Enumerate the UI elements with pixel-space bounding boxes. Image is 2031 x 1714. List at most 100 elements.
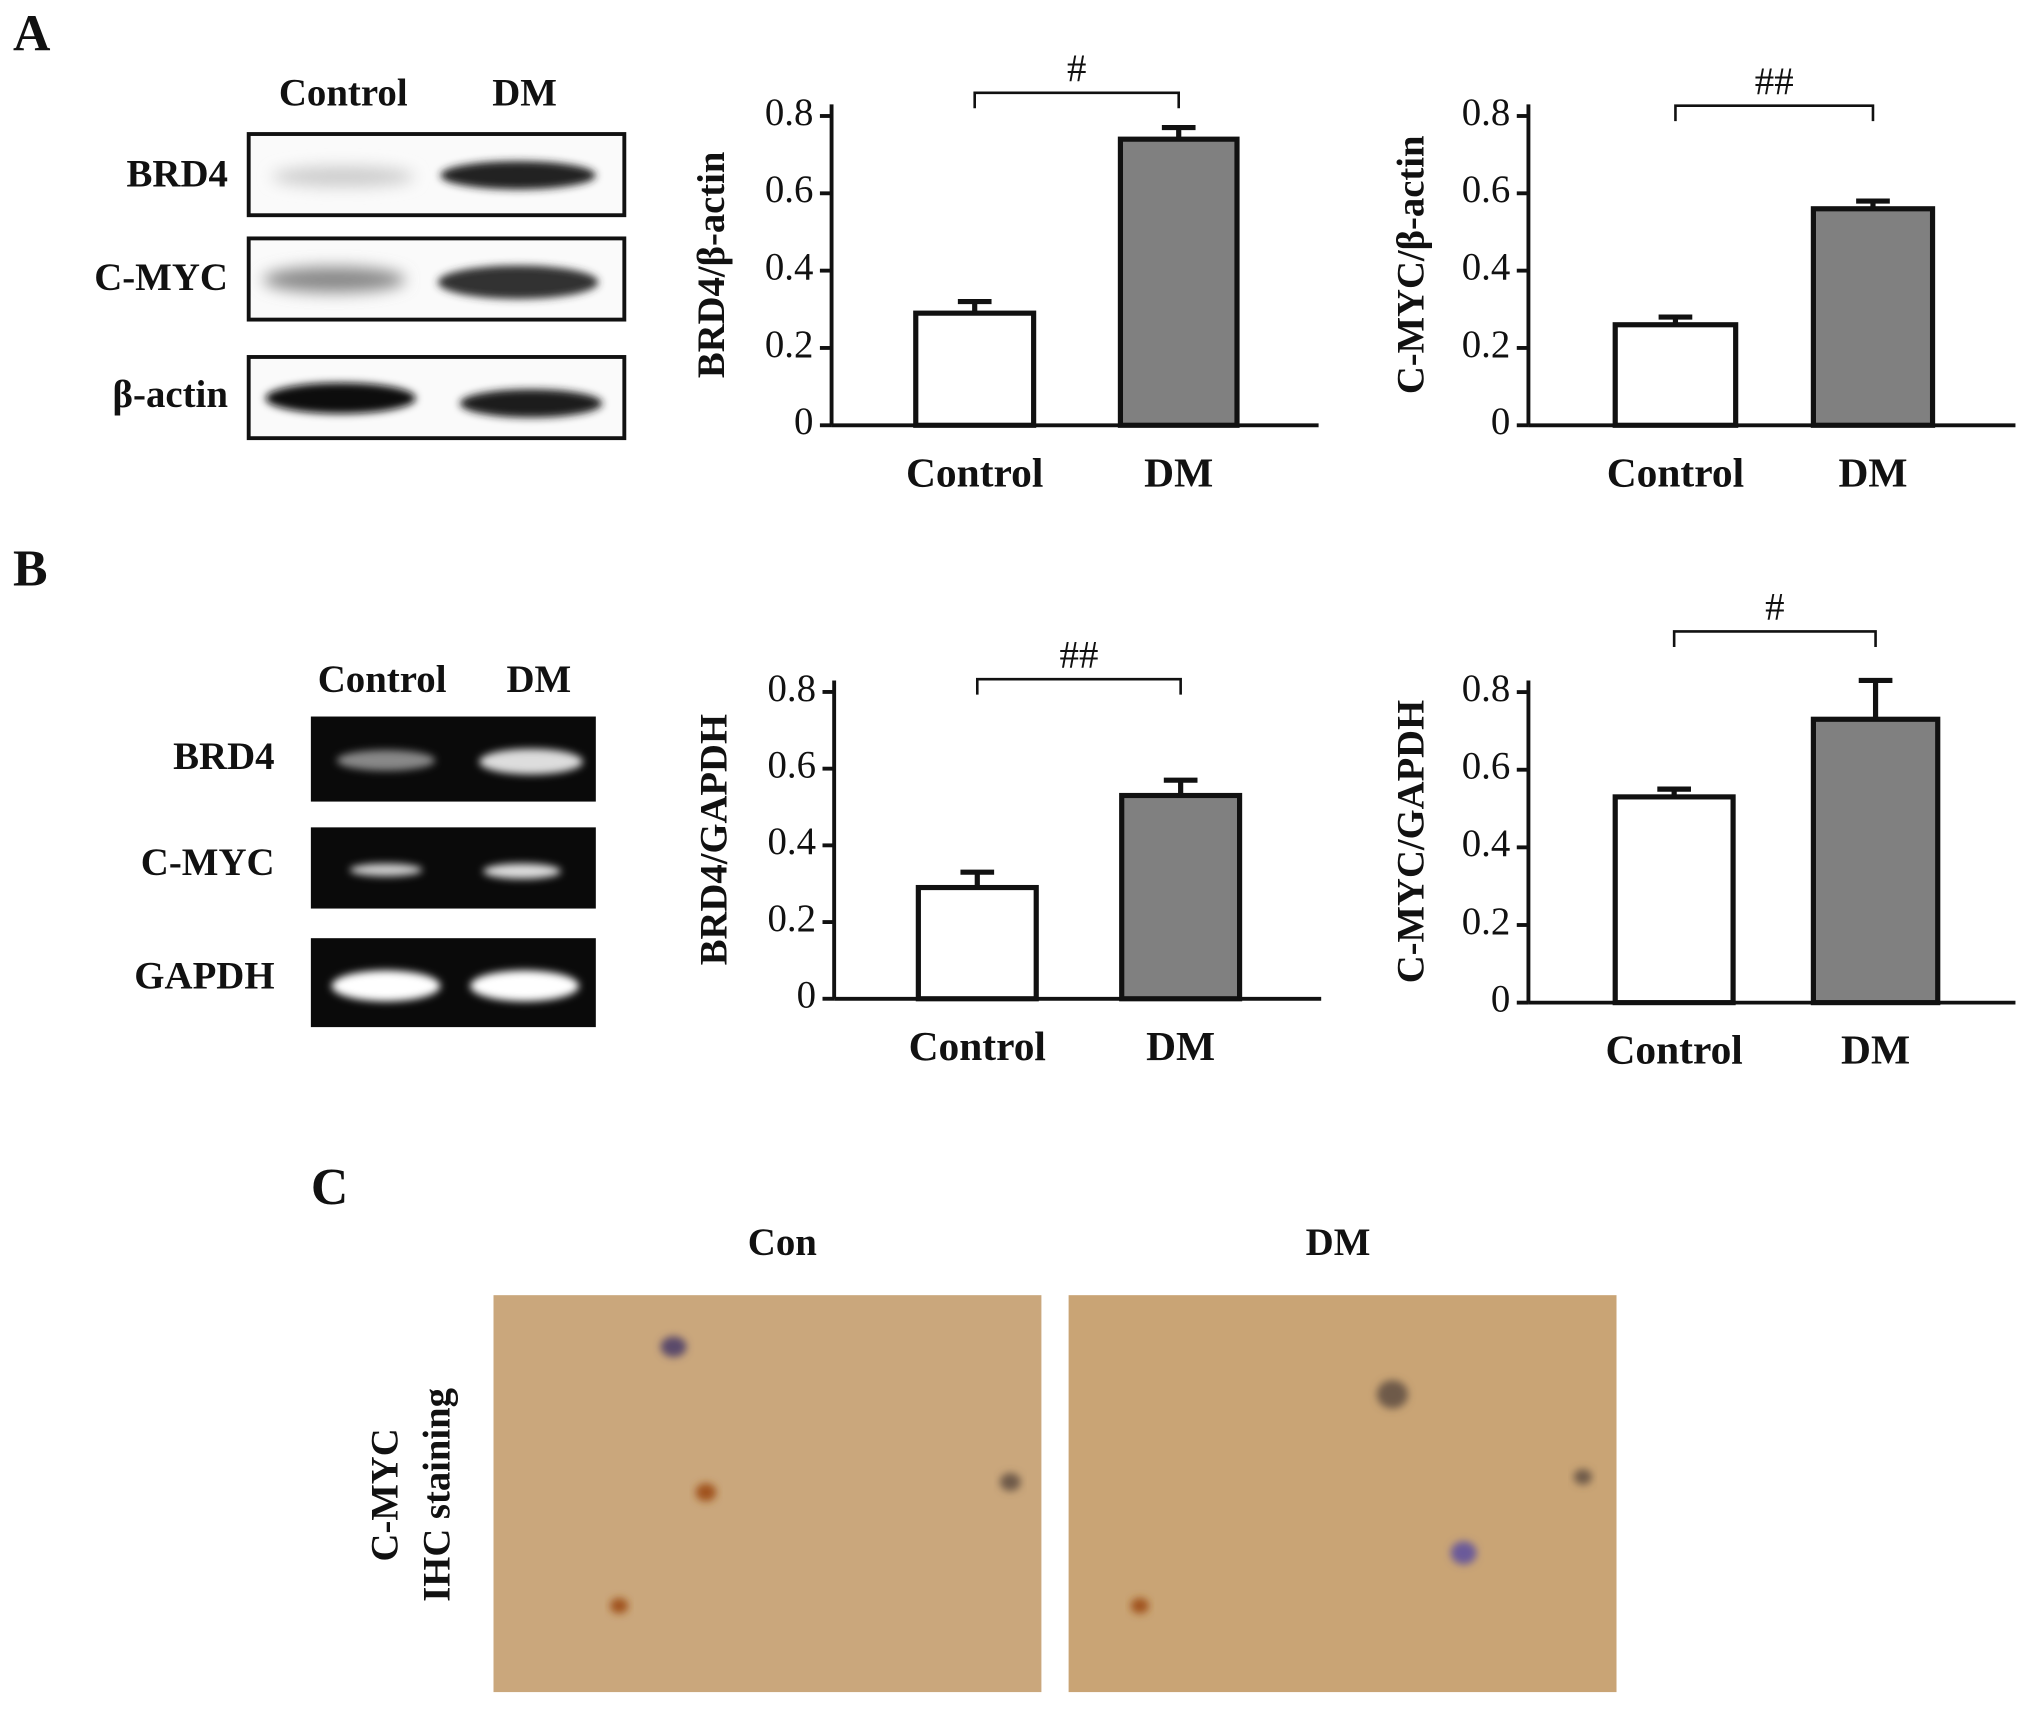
significance-bracket (973, 91, 1181, 109)
y-tick-label: 0 (797, 974, 816, 1017)
ihc-image (493, 1295, 1042, 1693)
error-bar (1163, 777, 1198, 796)
bar (1612, 794, 1736, 1006)
y-tick-label: 0.4 (1462, 246, 1511, 289)
band (272, 166, 415, 187)
panel-letter: B (13, 540, 48, 597)
y-tick-label: 0.8 (767, 667, 816, 710)
y-axis-label: BRD4/β-actin (690, 152, 733, 379)
significance-label: ## (1060, 633, 1099, 676)
row-label: BRD4 (173, 735, 274, 778)
stain-spot (1573, 1469, 1592, 1485)
row-label: GAPDH (134, 954, 274, 997)
stain-spot (1376, 1380, 1408, 1409)
stain-spot (695, 1483, 717, 1502)
y-tick-label: 0.4 (767, 820, 816, 863)
y-tick-label: 0.2 (1462, 900, 1511, 943)
lane-label: DM (492, 72, 557, 115)
y-tick-label: 0.2 (765, 323, 814, 366)
band (331, 970, 441, 1002)
significance-bracket (975, 677, 1182, 695)
significance-label: # (1765, 586, 1784, 629)
x-tick-label: DM (1146, 1023, 1215, 1069)
error-bar (1856, 198, 1890, 209)
western-blot: Control DM BRD4 C-MYC β-actin (94, 72, 627, 441)
y-tick-label: 0 (1491, 400, 1510, 443)
gel: Control DM BRD4 C-MYC GAPDH (134, 658, 596, 1028)
row-label: C-MYC (141, 841, 275, 884)
y-axis-label: C-MYC/β-actin (1389, 136, 1432, 395)
bar (1612, 322, 1739, 428)
stain-spot (660, 1336, 687, 1358)
significance-label: ## (1755, 60, 1794, 103)
band (262, 266, 406, 293)
error-bar (1657, 786, 1691, 797)
column-label: Con (748, 1221, 817, 1264)
row-label: C-MYC (94, 256, 228, 299)
lane-label: Control (318, 658, 447, 701)
lane-label: DM (506, 658, 571, 701)
row-label: C-MYC (363, 1428, 406, 1561)
band (349, 863, 423, 877)
bar (915, 884, 1039, 1002)
error-bar (1858, 677, 1893, 720)
y-tick-label: 0.4 (765, 246, 814, 289)
error-bar (957, 298, 992, 314)
y-tick-label: 0 (1491, 978, 1510, 1021)
y-tick-label: 0.6 (767, 744, 816, 787)
band (479, 748, 583, 775)
bar (1810, 716, 1941, 1006)
stain-spot (999, 1473, 1021, 1492)
ihc-panel: Con DM C-MYC IHC staining (363, 1221, 1617, 1693)
band (437, 265, 599, 299)
stain-spot (610, 1598, 629, 1614)
band (265, 382, 416, 414)
error-bar (960, 869, 995, 888)
band (440, 161, 596, 190)
bar (1119, 792, 1243, 1002)
significance-bracket (1672, 630, 1877, 647)
y-tick-label: 0.6 (1462, 745, 1511, 788)
y-tick-label: 0.8 (765, 91, 814, 134)
band (483, 863, 561, 879)
panel-letter: C (311, 1159, 348, 1216)
y-tick-label: 0.2 (767, 897, 816, 940)
x-tick-label: Control (1605, 1027, 1742, 1073)
stain-spot (1130, 1598, 1149, 1614)
y-tick-label: 0.2 (1462, 323, 1511, 366)
y-tick-label: 0.6 (765, 168, 814, 211)
x-tick-label: Control (906, 449, 1043, 495)
bar (913, 310, 1037, 428)
row-label: β-actin (113, 373, 228, 416)
row-label: BRD4 (127, 153, 228, 196)
y-tick-label: 0.6 (1462, 168, 1511, 211)
bar (1810, 206, 1936, 428)
significance-bracket (1674, 104, 1875, 122)
y-axis-label: C-MYC/GAPDH (1389, 700, 1432, 983)
x-tick-label: DM (1838, 449, 1907, 495)
y-tick-label: 0.4 (1462, 822, 1511, 865)
x-tick-label: Control (1607, 449, 1744, 495)
bar (1117, 136, 1240, 428)
band (470, 970, 579, 1002)
band (336, 750, 436, 771)
y-tick-label: 0 (794, 400, 813, 443)
lane-label: Control (279, 72, 408, 115)
error-bar (1658, 314, 1693, 325)
row-label: IHC staining (415, 1388, 458, 1602)
y-axis-label: BRD4/GAPDH (692, 714, 735, 965)
y-tick-label: 0.8 (1462, 91, 1511, 134)
column-label: DM (1306, 1221, 1371, 1264)
x-tick-label: DM (1144, 449, 1213, 495)
x-tick-label: Control (909, 1023, 1046, 1069)
significance-label: # (1067, 47, 1086, 90)
stain-spot (1450, 1541, 1477, 1565)
panel-letter: A (13, 6, 50, 63)
ihc-image (1068, 1295, 1617, 1693)
band (459, 389, 603, 418)
error-bar (1161, 125, 1196, 140)
x-tick-label: DM (1841, 1027, 1910, 1073)
y-tick-label: 0.8 (1462, 667, 1511, 710)
